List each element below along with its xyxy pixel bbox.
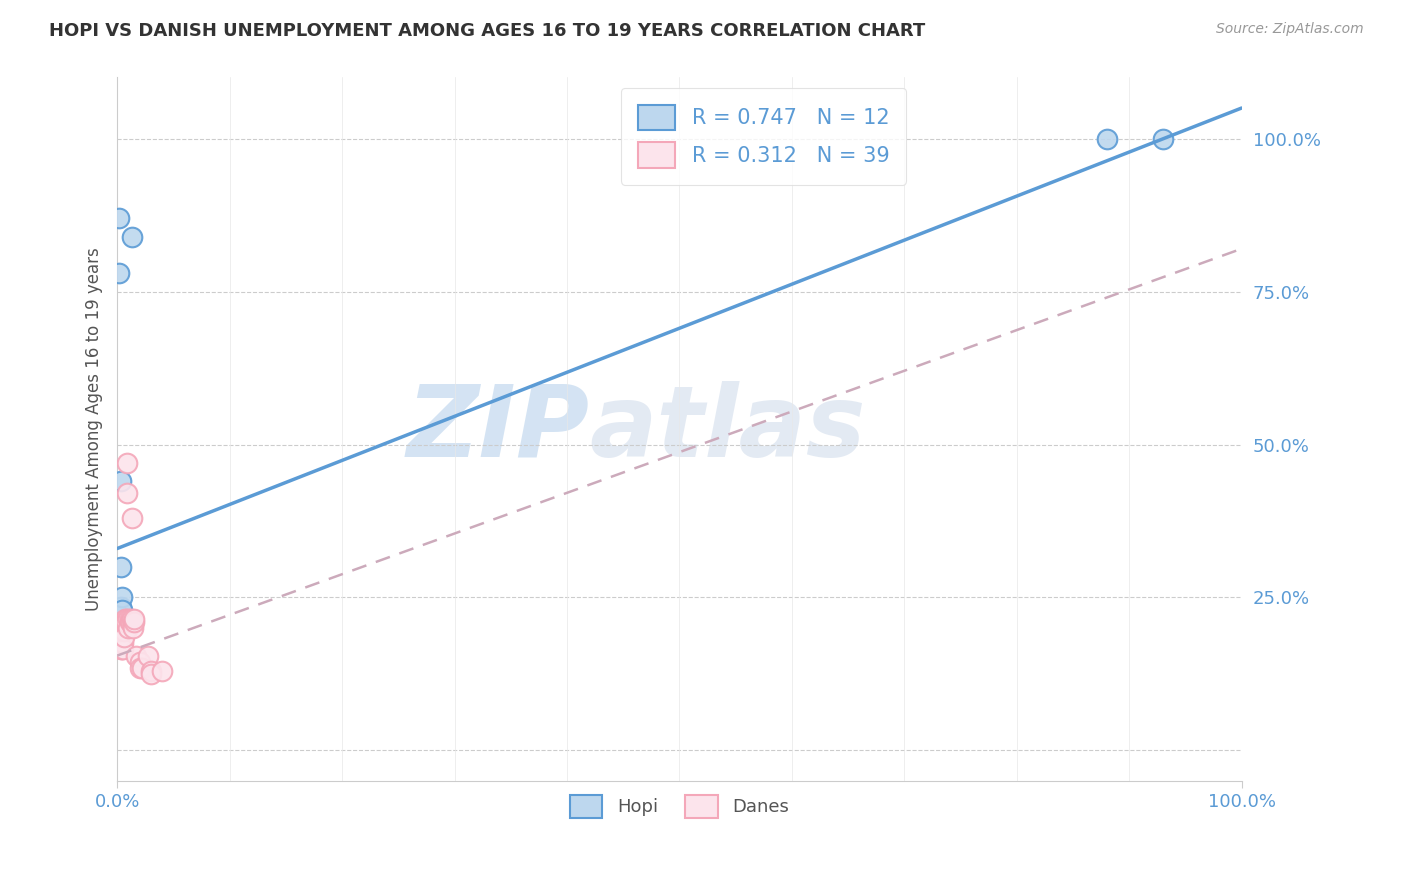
Point xyxy=(121,511,143,525)
Text: atlas: atlas xyxy=(589,381,866,478)
Point xyxy=(125,648,148,663)
Point xyxy=(117,456,139,470)
Point xyxy=(131,661,153,675)
Point xyxy=(111,636,134,650)
Point xyxy=(108,266,131,280)
Text: HOPI VS DANISH UNEMPLOYMENT AMONG AGES 16 TO 19 YEARS CORRELATION CHART: HOPI VS DANISH UNEMPLOYMENT AMONG AGES 1… xyxy=(49,22,925,40)
Point xyxy=(114,615,136,629)
Text: Source: ZipAtlas.com: Source: ZipAtlas.com xyxy=(1216,22,1364,37)
Point xyxy=(108,636,131,650)
Point xyxy=(111,630,134,644)
Point xyxy=(117,621,139,635)
Point xyxy=(117,612,139,626)
Point xyxy=(128,655,150,669)
Point xyxy=(121,229,143,244)
Point xyxy=(110,642,132,657)
Point xyxy=(115,615,138,629)
Point xyxy=(110,615,132,629)
Point xyxy=(111,603,134,617)
Point xyxy=(110,560,132,574)
Point xyxy=(120,615,142,629)
Point xyxy=(111,630,134,644)
Point xyxy=(112,624,135,639)
Point xyxy=(111,591,134,605)
Point xyxy=(128,661,150,675)
Point xyxy=(150,664,173,678)
Y-axis label: Unemployment Among Ages 16 to 19 years: Unemployment Among Ages 16 to 19 years xyxy=(86,247,103,611)
Point xyxy=(118,612,141,626)
Point xyxy=(111,624,134,639)
Point xyxy=(122,621,145,635)
Legend: Hopi, Danes: Hopi, Danes xyxy=(562,789,796,825)
Point xyxy=(121,612,143,626)
Point xyxy=(111,642,134,657)
Point xyxy=(110,630,132,644)
Point xyxy=(117,486,139,500)
Point xyxy=(1152,131,1174,145)
Text: ZIP: ZIP xyxy=(406,381,589,478)
Point xyxy=(112,630,135,644)
Point xyxy=(110,640,132,654)
Point xyxy=(139,664,162,678)
Point xyxy=(111,642,134,657)
Point xyxy=(114,612,136,626)
Point xyxy=(110,599,132,614)
Point xyxy=(122,615,145,629)
Point xyxy=(139,667,162,681)
Point xyxy=(108,211,131,226)
Point xyxy=(1095,131,1118,145)
Point xyxy=(111,636,134,650)
Point xyxy=(111,621,134,635)
Point xyxy=(136,648,159,663)
Point xyxy=(110,474,132,488)
Point xyxy=(122,615,145,629)
Point xyxy=(118,615,141,629)
Point xyxy=(122,612,145,626)
Point xyxy=(115,612,138,626)
Point xyxy=(111,621,134,635)
